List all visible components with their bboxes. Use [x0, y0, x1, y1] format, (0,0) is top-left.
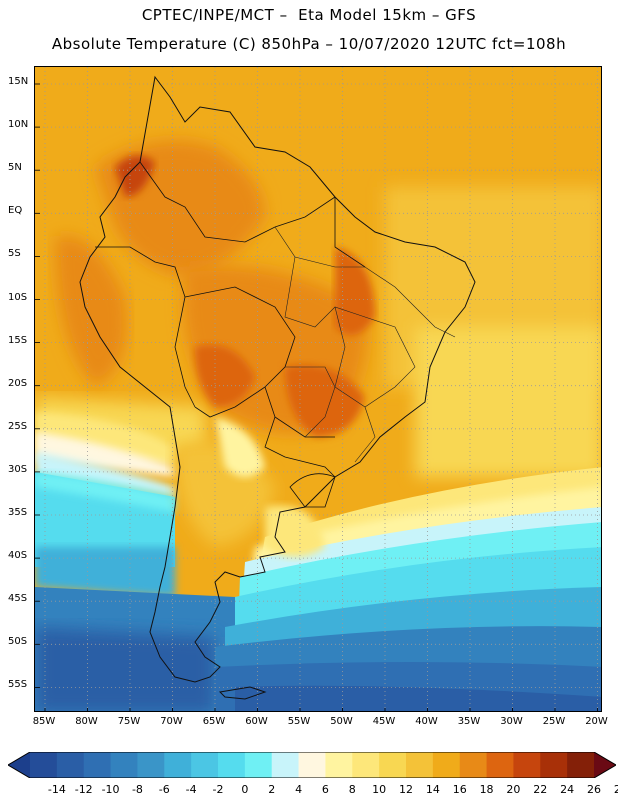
legend-color-box: [406, 752, 434, 778]
map-canvas: [35, 67, 601, 711]
legend-tick-label: 2: [268, 783, 276, 796]
legend-tick-label: -12: [74, 783, 93, 796]
latitude-label: EQ: [8, 205, 23, 217]
legend-color-box: [244, 752, 273, 778]
longitude-label: 50W: [330, 716, 353, 727]
legend-tick-label: 28: [613, 783, 618, 796]
latitude-label: 15N: [8, 76, 29, 87]
legend-color-box: [191, 752, 219, 778]
legend-color-box: [218, 752, 246, 778]
legend-tick-label: -4: [185, 783, 197, 796]
color-legend-bar: [8, 752, 616, 778]
legend-color-box: [486, 752, 514, 778]
legend-color-box: [83, 752, 112, 778]
legend-color-box: [379, 752, 407, 778]
longitude-label: 80W: [75, 716, 98, 727]
legend-tick-label: 24: [560, 783, 575, 796]
legend-color-box: [459, 752, 488, 778]
latitude-label: 55S: [8, 679, 28, 691]
coastline: [79, 75, 476, 700]
longitude-label: 60W: [245, 716, 268, 727]
legend-tick-label: 4: [295, 783, 303, 796]
legend-tick-label: -8: [131, 783, 143, 796]
legend-tick-label: -2: [212, 783, 224, 796]
legend-color-box: [325, 752, 353, 778]
latitude-label: 45S: [8, 593, 28, 605]
legend-tick-label: 10: [372, 783, 387, 796]
legend-color-box: [298, 752, 326, 778]
latitude-label: 10S: [8, 291, 28, 303]
longitude-label: 45W: [372, 716, 396, 727]
legend-tick-label: 6: [321, 783, 329, 796]
legend-tick-label: 18: [479, 783, 494, 796]
longitude-label: 55W: [287, 716, 311, 727]
legend-color-box: [432, 752, 461, 778]
legend-color-box: [137, 752, 165, 778]
legend-color-box: [567, 752, 595, 778]
latitude-label: 5S: [8, 248, 21, 260]
legend-tick-label: -10: [101, 783, 120, 796]
legend-tick-label: 20: [506, 783, 521, 796]
legend-color-box: [56, 752, 85, 778]
legend-arrow-high: [594, 752, 616, 778]
legend-tick-label: 14: [425, 783, 440, 796]
legend-color-box: [513, 752, 541, 778]
latitude-label: 50S: [8, 636, 28, 648]
latitude-label: 25S: [8, 420, 28, 432]
legend-tick-label: 8: [348, 783, 356, 796]
legend-tick-label: 0: [241, 783, 249, 796]
longitude-label: 20W: [585, 716, 608, 727]
latitude-label: 10N: [8, 119, 29, 131]
latitude-label: 15S: [8, 334, 28, 346]
latitude-label: 35S: [8, 507, 28, 518]
legend-color-box: [271, 752, 300, 778]
legend-arrow-low: [8, 752, 30, 778]
legend-color-box: [110, 752, 138, 778]
longitude-label: 75W: [117, 716, 141, 727]
temperature-field: [35, 67, 601, 711]
latitude-label: 30S: [8, 463, 28, 475]
chart-title-line1: CPTEC/INPE/MCT – Eta Model 15km – GFS: [141, 6, 477, 24]
legend-tick-label: 22: [533, 783, 548, 796]
legend-tick-label: 26: [587, 783, 601, 796]
longitude-label: 25W: [542, 716, 566, 727]
longitude-label: 30W: [500, 716, 523, 727]
legend-tick-label: 16: [452, 783, 467, 796]
legend-color-box: [164, 752, 192, 778]
legend-tick-label: -6: [158, 783, 170, 796]
longitude-label: 40W: [415, 716, 438, 727]
legend-color-box: [30, 752, 58, 778]
longitude-label: 85W: [32, 716, 56, 727]
latitude-label: 40S: [8, 550, 28, 562]
latitude-label: 20S: [8, 377, 28, 389]
temperature-map: [34, 66, 602, 712]
legend-color-box: [540, 752, 568, 778]
longitude-label: 35W: [457, 716, 481, 727]
legend-tick-label: -14: [47, 783, 66, 796]
legend-color-box: [352, 752, 380, 778]
state-borders: [274, 226, 456, 463]
longitude-label: 70W: [160, 716, 183, 727]
chart-title-line2: Absolute Temperature (C) 850hPa – 10/07/…: [51, 35, 567, 53]
latitude-label: 5N: [8, 162, 22, 174]
longitude-label: 65W: [202, 716, 226, 727]
legend-tick-label: 12: [399, 783, 413, 796]
gridlines: [35, 67, 601, 711]
